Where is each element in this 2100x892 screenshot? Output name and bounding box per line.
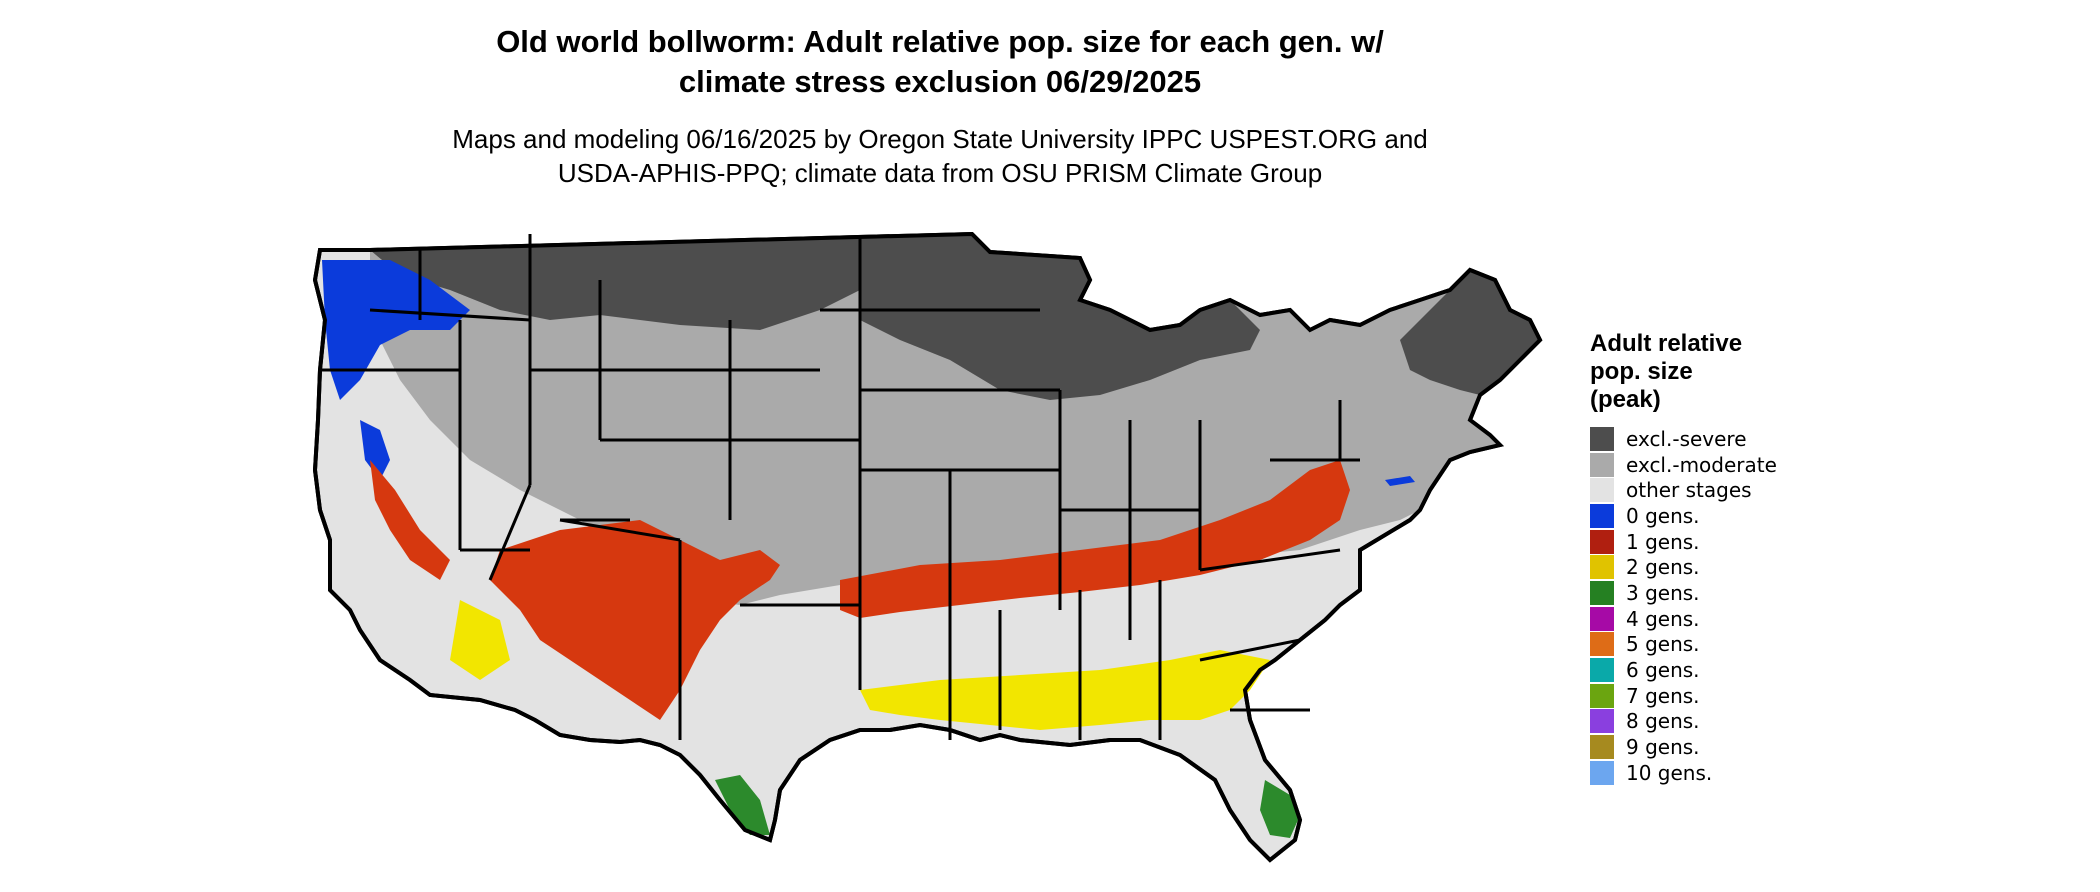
- legend-swatch: [1590, 478, 1614, 503]
- legend-swatch: [1590, 735, 1614, 760]
- legend-title-line-3: (peak): [1590, 386, 1661, 413]
- legend-label: 2 gens.: [1626, 555, 1700, 580]
- legend-title-line-2: pop. size: [1590, 358, 1693, 385]
- legend-label: 9 gens.: [1626, 735, 1700, 760]
- zone-three-gen-florida: [1260, 780, 1298, 838]
- legend-item: other stages: [1590, 477, 1777, 503]
- legend-swatch: [1590, 555, 1614, 580]
- legend-swatch: [1590, 606, 1614, 631]
- legend-label: 8 gens.: [1626, 709, 1700, 734]
- zone-one-gen-southwest: [490, 520, 780, 720]
- legend-title: Adult relative pop. size (peak): [1590, 330, 1777, 414]
- legend-swatch: [1590, 760, 1614, 785]
- legend-item: 1 gens.: [1590, 529, 1777, 555]
- legend-swatch: [1590, 503, 1614, 528]
- zone-three-gen-texas: [715, 775, 770, 835]
- zone-zero-gen-newyork-city: [1385, 476, 1415, 486]
- legend-label: 4 gens.: [1626, 606, 1700, 631]
- legend-swatch: [1590, 632, 1614, 657]
- legend-item: 0 gens.: [1590, 503, 1777, 529]
- legend-item: 10 gens.: [1590, 760, 1777, 786]
- title-line-2: climate stress exclusion 06/29/2025: [678, 64, 1202, 99]
- zone-excl-severe-north: [370, 236, 880, 330]
- legend-item: 6 gens.: [1590, 657, 1777, 683]
- state-border: [1199, 548, 1341, 572]
- zone-zero-gen-sierra: [360, 420, 390, 480]
- legend-label: excl.-severe: [1626, 426, 1747, 451]
- zone-excl-severe-minnesota: [860, 234, 1260, 400]
- legend-title-line-1: Adult relative: [1590, 330, 1743, 357]
- state-borders: [312, 231, 1543, 863]
- zone-zero-gen-northwest: [322, 260, 470, 400]
- legend-label: 10 gens.: [1626, 760, 1713, 785]
- zone-two-gen-arizona: [450, 600, 510, 680]
- legend: Adult relative pop. size (peak) excl.-se…: [1590, 330, 1777, 786]
- subtitle-line-1: Maps and modeling 06/16/2025 by Oregon S…: [452, 124, 1428, 154]
- legend-swatch: [1590, 683, 1614, 708]
- zone-two-gen-gulf: [860, 650, 1270, 730]
- legend-swatch: [1590, 452, 1614, 477]
- us-map: [312, 231, 1543, 863]
- legend-item: 8 gens.: [1590, 709, 1777, 735]
- map-subtitle: Maps and modeling 06/16/2025 by Oregon S…: [250, 122, 1630, 190]
- legend-item: 3 gens.: [1590, 580, 1777, 606]
- legend-label: 0 gens.: [1626, 503, 1700, 528]
- legend-item: excl.-severe: [1590, 426, 1777, 452]
- legend-label: 3 gens.: [1626, 580, 1700, 605]
- zone-one-gen-southeast: [840, 460, 1350, 618]
- legend-item: 7 gens.: [1590, 683, 1777, 709]
- legend-label: excl.-moderate: [1626, 452, 1777, 477]
- zone-one-gen-california: [370, 460, 450, 580]
- legend-swatch: [1590, 658, 1614, 683]
- climate-zones: [322, 234, 1540, 838]
- legend-item: 9 gens.: [1590, 734, 1777, 760]
- legend-label: 7 gens.: [1626, 683, 1700, 708]
- legend-label: 5 gens.: [1626, 632, 1700, 657]
- state-border: [488, 484, 532, 581]
- legend-label: other stages: [1626, 478, 1752, 503]
- title-line-1: Old world bollworm: Adult relative pop. …: [496, 24, 1384, 59]
- legend-item: 2 gens.: [1590, 554, 1777, 580]
- legend-swatch: [1590, 709, 1614, 734]
- state-border: [369, 308, 531, 322]
- map-title: Old world bollworm: Adult relative pop. …: [250, 22, 1630, 102]
- legend-swatch: [1590, 580, 1614, 605]
- legend-item: 5 gens.: [1590, 632, 1777, 658]
- legend-swatch: [1590, 529, 1614, 554]
- us-border-outline: [312, 231, 1543, 863]
- legend-label: 6 gens.: [1626, 658, 1700, 683]
- legend-item: 4 gens.: [1590, 606, 1777, 632]
- legend-swatch: [1590, 426, 1614, 451]
- legend-items: excl.-severe excl.-moderate other stages 0 …: [1590, 426, 1777, 786]
- legend-label: 1 gens.: [1626, 529, 1700, 554]
- subtitle-line-2: USDA-APHIS-PPQ; climate data from OSU PR…: [557, 158, 1323, 188]
- state-border: [1199, 638, 1301, 662]
- state-border: [559, 518, 681, 542]
- legend-item: excl.-moderate: [1590, 452, 1777, 478]
